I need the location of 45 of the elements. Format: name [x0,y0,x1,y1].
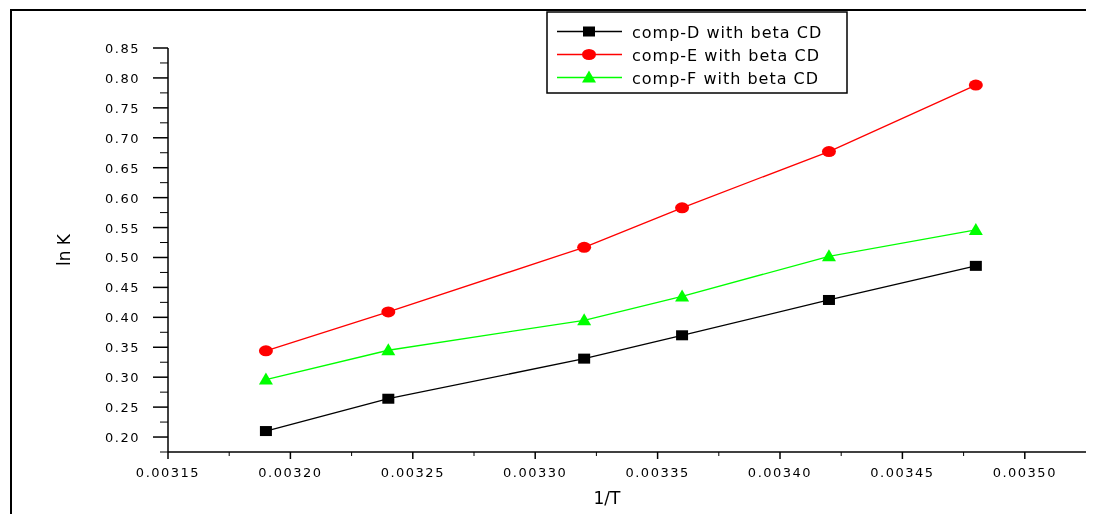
y-tick-label: 0.30 [105,370,140,386]
point [259,426,272,437]
y-tick-label: 0.35 [105,340,140,356]
point [258,372,273,385]
x-tick-label: 0.00345 [870,465,935,480]
point [969,260,982,271]
y-tick-label: 0.80 [105,70,140,86]
y-tick-label: 0.85 [105,41,140,56]
point [381,306,396,318]
y-tick-label: 0.20 [105,430,140,446]
point [822,294,835,305]
x-axis-title: 1/T [593,488,622,508]
point [968,222,983,235]
point [577,313,592,326]
y-tick-label: 0.45 [105,280,140,296]
point [675,202,690,214]
point [676,330,689,341]
y-tick-label: 0.55 [105,220,140,236]
point [821,146,836,158]
x-tick-label: 0.00315 [135,465,201,480]
point [577,241,592,253]
x-tick-label: 0.00325 [380,465,445,480]
point [968,79,983,91]
x-tick-label: 0.00320 [258,465,323,480]
legend-label: comp-F with beta CD [632,68,820,88]
point [381,343,396,356]
point [675,289,690,302]
point [578,353,591,364]
x-tick-label: 0.00350 [992,465,1057,480]
y-tick-label: 0.75 [105,100,140,116]
legend-label: comp-D with beta CD [632,22,823,42]
x-tick-label: 0.00330 [503,465,568,480]
x-tick-label: 0.00335 [625,465,690,480]
y-tick-label: 0.50 [105,250,140,266]
point [821,249,836,262]
y-tick-label: 0.40 [105,310,140,326]
y-tick-label: 0.60 [105,190,140,206]
legend-label: comp-E with beta CD [632,45,820,65]
point [258,345,273,357]
y-axis-title: ln K [54,233,74,267]
y-tick-label: 0.25 [105,400,140,416]
point [382,393,395,404]
x-tick-label: 0.00340 [747,465,813,480]
y-tick-label: 0.65 [105,160,140,176]
y-tick-label: 0.70 [105,130,140,146]
